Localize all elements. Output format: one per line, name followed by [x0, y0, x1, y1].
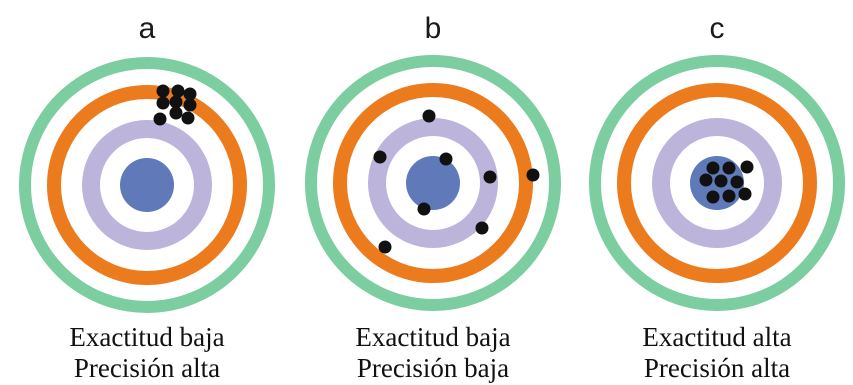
target-c-precision: Precisión alta	[643, 353, 791, 383]
target-b-caption: Exactitud baja Precisión baja	[303, 322, 563, 384]
target-c-shot	[722, 161, 736, 175]
target-b-shot	[483, 170, 497, 184]
target-b-shot	[526, 168, 540, 182]
target-a-shot	[153, 112, 167, 126]
target-b-shot	[417, 202, 431, 216]
target-a-shot	[183, 87, 197, 101]
target-a-shot	[181, 111, 195, 125]
target-c-shot	[738, 187, 752, 201]
target-c-shot	[740, 160, 754, 174]
target-c-letter: c	[710, 12, 725, 45]
target-c-accuracy: Exactitud alta	[642, 322, 792, 352]
target-b-shot	[439, 152, 453, 166]
target-a-caption: Exactitud baja Precisión alta	[17, 322, 277, 384]
target-b-shot	[373, 150, 387, 164]
targets-layer	[19, 55, 845, 313]
target-a	[19, 57, 275, 313]
target-a-shot	[156, 84, 170, 98]
target-a-shot	[169, 95, 183, 109]
target-c-shot	[699, 173, 713, 187]
target-c-caption: Exactitud alta Precisión alta	[587, 322, 847, 384]
target-b-precision: Precisión baja	[356, 353, 510, 383]
target-c-shot	[714, 174, 728, 188]
target-a-letter: a	[139, 12, 156, 45]
target-c	[589, 55, 845, 311]
target-c-shot	[722, 189, 736, 203]
target-a-shot	[169, 106, 183, 120]
target-a-accuracy: Exactitud baja	[69, 322, 225, 352]
target-b-shot	[422, 109, 436, 123]
target-a-shot	[171, 84, 185, 98]
target-c-shot	[730, 175, 744, 189]
target-b-shot	[475, 221, 489, 235]
target-b-shot	[378, 240, 392, 254]
target-b	[305, 55, 561, 311]
target-a-shot	[156, 96, 170, 110]
target-a-shot	[183, 98, 197, 112]
target-b-letter: b	[425, 12, 442, 45]
target-b-accuracy: Exactitud baja	[355, 322, 511, 352]
target-b-bullseye	[406, 156, 460, 210]
target-a-bullseye	[120, 158, 174, 212]
target-c-shot	[706, 190, 720, 204]
target-a-precision: Precisión alta	[73, 353, 221, 383]
target-c-shot	[706, 161, 720, 175]
